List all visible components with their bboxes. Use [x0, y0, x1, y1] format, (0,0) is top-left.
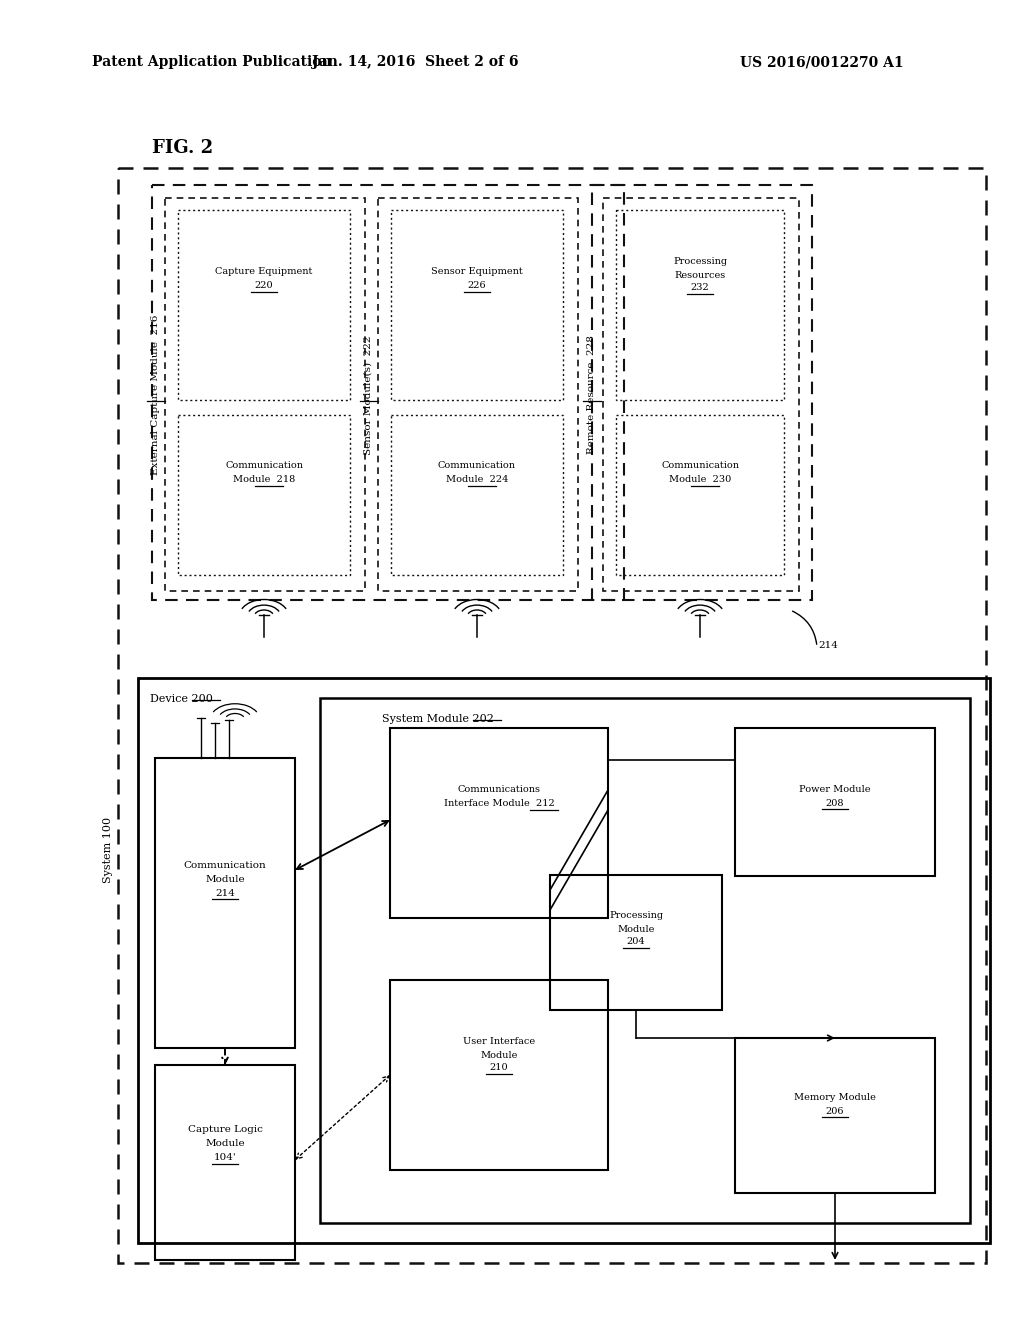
Text: 210: 210 — [489, 1064, 508, 1072]
Text: Device 200: Device 200 — [150, 694, 213, 704]
Text: System 100: System 100 — [103, 817, 113, 883]
Bar — [390, 979, 608, 1170]
Text: 220: 220 — [255, 281, 273, 290]
Text: Jan. 14, 2016  Sheet 2 of 6: Jan. 14, 2016 Sheet 2 of 6 — [311, 55, 518, 69]
Bar — [616, 210, 784, 400]
Text: 214: 214 — [215, 888, 234, 898]
Text: Communication: Communication — [662, 462, 739, 470]
Bar — [178, 210, 350, 400]
Bar — [550, 875, 722, 1010]
Bar — [391, 414, 563, 576]
Text: Interface Module  212: Interface Module 212 — [443, 799, 554, 808]
Text: 204: 204 — [627, 937, 645, 946]
Text: Module: Module — [617, 924, 654, 933]
Text: External Capture Module  216: External Capture Module 216 — [151, 314, 160, 475]
Text: System Module 202: System Module 202 — [382, 714, 494, 723]
Bar — [735, 729, 935, 876]
Bar — [319, 698, 970, 1224]
Text: Module  224: Module 224 — [445, 474, 508, 483]
Bar — [165, 198, 365, 591]
Bar — [118, 168, 986, 1263]
Text: Patent Application Publication: Patent Application Publication — [92, 55, 332, 69]
Bar — [616, 414, 784, 576]
Bar — [390, 729, 608, 917]
Text: Module: Module — [205, 874, 245, 883]
Bar — [152, 185, 624, 601]
Bar — [138, 678, 990, 1243]
Text: User Interface: User Interface — [463, 1038, 536, 1047]
Text: Communication: Communication — [438, 462, 516, 470]
Bar — [592, 185, 812, 601]
Text: 104': 104' — [214, 1154, 237, 1163]
Text: Module: Module — [480, 1051, 518, 1060]
Text: US 2016/0012270 A1: US 2016/0012270 A1 — [740, 55, 903, 69]
Text: Power Module: Power Module — [800, 785, 870, 795]
Text: Resources: Resources — [675, 271, 726, 280]
Text: Sensor Module(s)  222: Sensor Module(s) 222 — [364, 335, 373, 455]
Text: Module  230: Module 230 — [669, 474, 731, 483]
Text: 206: 206 — [825, 1106, 844, 1115]
Text: Processing: Processing — [673, 257, 727, 267]
Text: Sensor Equipment: Sensor Equipment — [431, 268, 523, 276]
Text: 232: 232 — [690, 284, 710, 293]
Text: Capture Equipment: Capture Equipment — [215, 268, 312, 276]
Text: 214: 214 — [818, 640, 838, 649]
Bar — [378, 198, 578, 591]
Text: Capture Logic: Capture Logic — [187, 1126, 262, 1134]
Text: 226: 226 — [468, 281, 486, 290]
Text: Communications: Communications — [458, 785, 541, 795]
Text: FIG. 2: FIG. 2 — [152, 139, 213, 157]
Bar — [735, 1038, 935, 1193]
Bar — [155, 758, 295, 1048]
Text: Processing: Processing — [609, 912, 664, 920]
Text: Communication: Communication — [183, 861, 266, 870]
Text: Memory Module: Memory Module — [794, 1093, 876, 1102]
Text: Module: Module — [205, 1139, 245, 1148]
Text: Module  218: Module 218 — [232, 474, 295, 483]
Text: Remote Resource  228: Remote Resource 228 — [588, 335, 597, 454]
Bar — [603, 198, 799, 591]
Bar — [155, 1065, 295, 1261]
Text: 208: 208 — [825, 799, 844, 808]
Bar — [178, 414, 350, 576]
Text: Communication: Communication — [225, 462, 303, 470]
Bar — [391, 210, 563, 400]
